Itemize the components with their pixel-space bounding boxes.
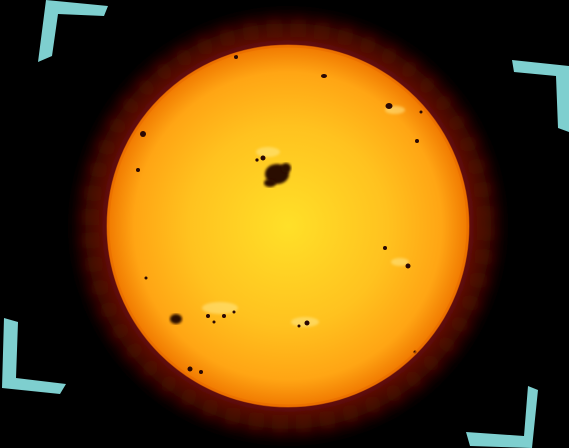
sun-limb [106, 44, 470, 408]
sun-disk [107, 45, 469, 407]
sunspots [136, 55, 423, 374]
corona-clumps [81, 19, 495, 433]
sunspot-lower-left [170, 314, 182, 324]
